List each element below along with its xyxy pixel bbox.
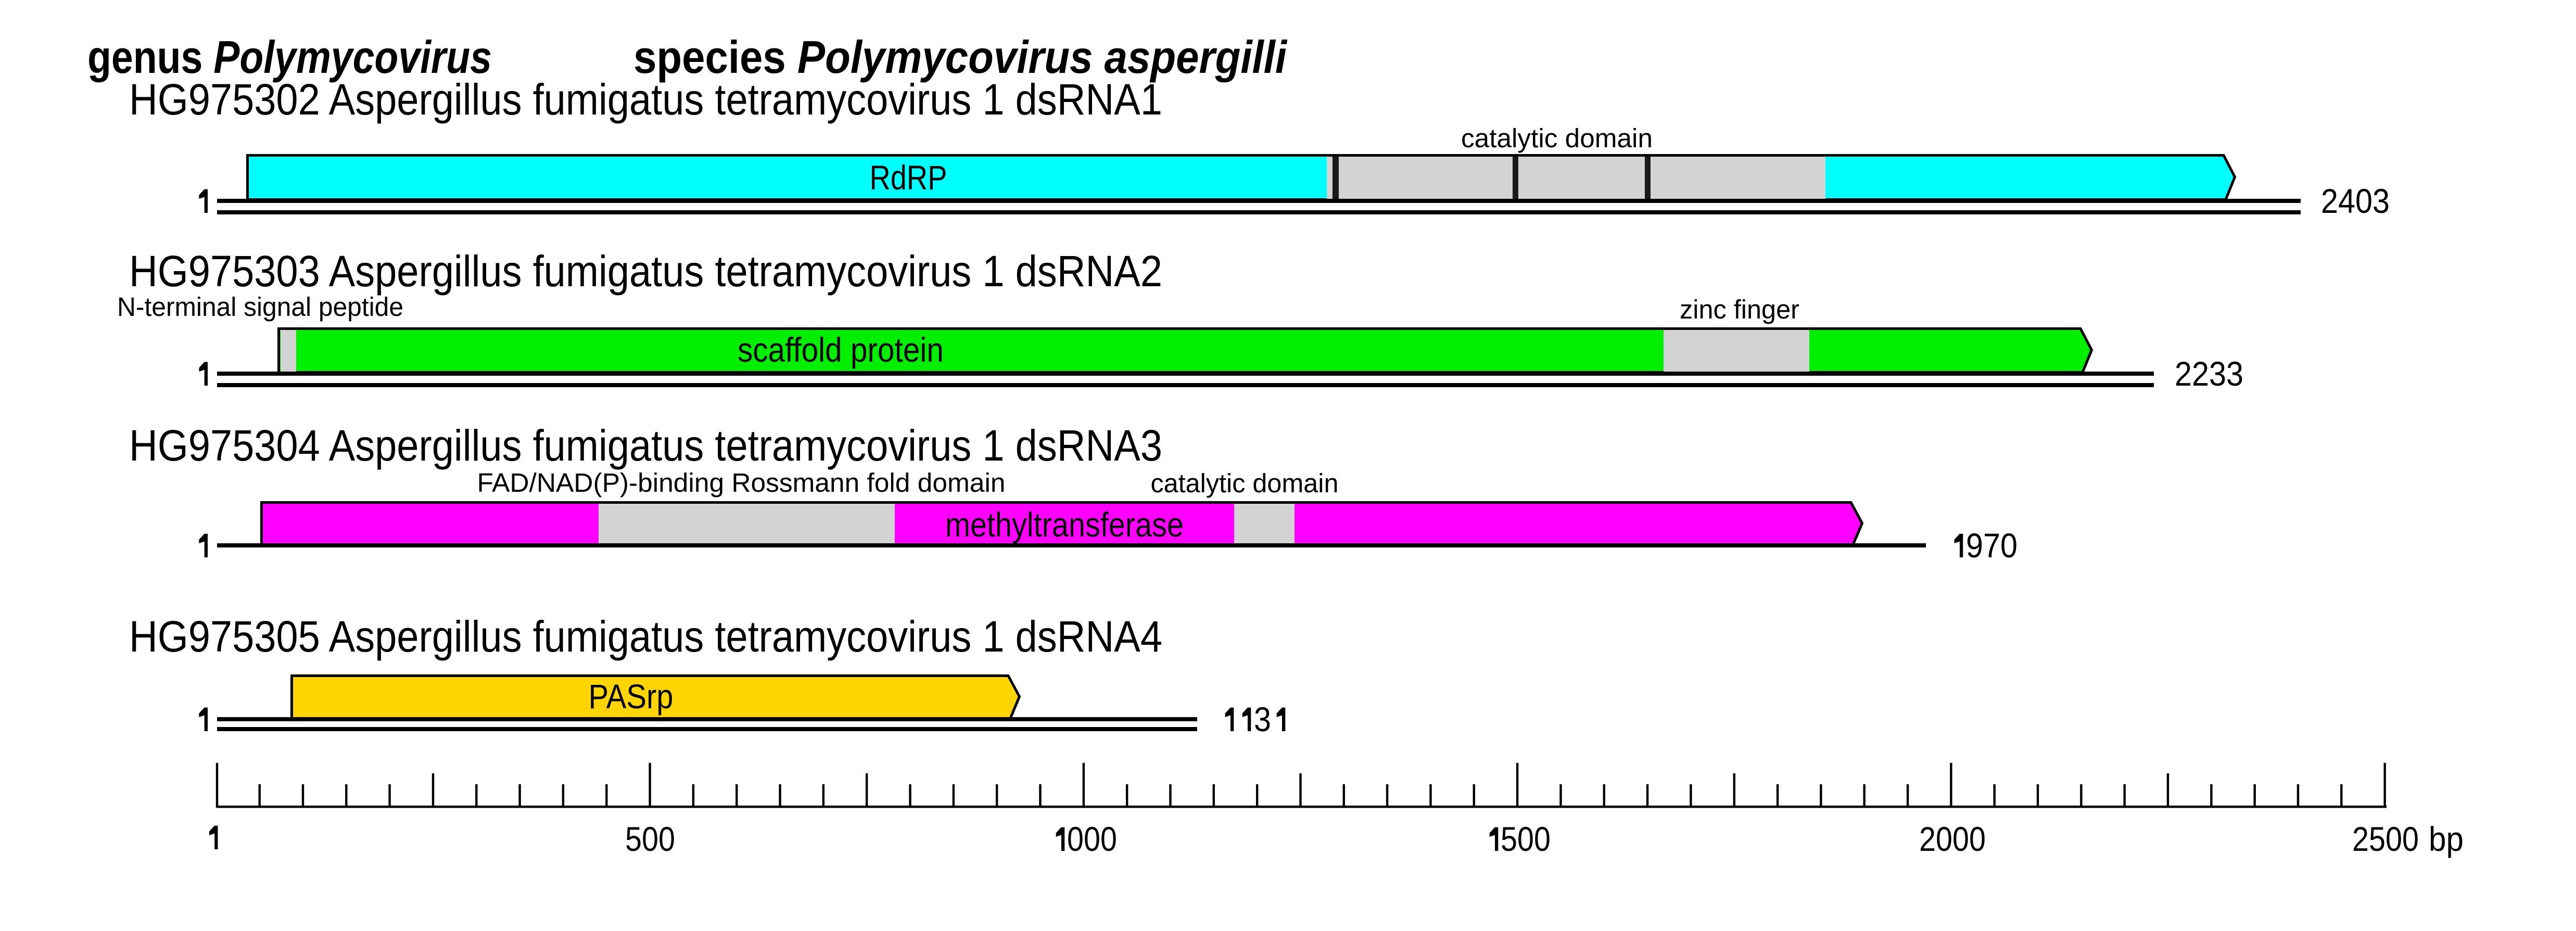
svg-text:3: 3 — [1254, 700, 1271, 738]
svg-text:500: 500 — [1501, 820, 1551, 858]
svg-text:2500: 2500 — [2352, 820, 2419, 858]
svg-text:catalytic domain: catalytic domain — [1461, 123, 1653, 153]
svg-text:HG975303 Aspergillus fumigatus: HG975303 Aspergillus fumigatus tetramyco… — [129, 247, 1162, 296]
svg-text:methyltransferase: methyltransferase — [945, 505, 1184, 544]
svg-text:catalytic domain: catalytic domain — [1151, 468, 1339, 498]
svg-text:RdRP: RdRP — [870, 158, 947, 197]
svg-text:HG975305 Aspergillus fumigatus: HG975305 Aspergillus fumigatus tetramyco… — [129, 612, 1162, 661]
svg-text:2000: 2000 — [1919, 820, 1986, 858]
svg-text:zinc finger: zinc finger — [1680, 295, 1799, 324]
svg-text:N-terminal signal peptide: N-terminal signal peptide — [117, 292, 403, 322]
svg-text:HG975302 Aspergillus fumigatus: HG975302 Aspergillus fumigatus tetramyco… — [129, 75, 1162, 124]
svg-text:HG975304 Aspergillus fumigatus: HG975304 Aspergillus fumigatus tetramyco… — [129, 421, 1162, 470]
svg-text:species Polymycovirus aspergil: species Polymycovirus aspergilli — [633, 31, 1287, 83]
svg-text:scaffold protein: scaffold protein — [738, 330, 944, 369]
svg-text:000: 000 — [1067, 820, 1117, 858]
svg-text:bp: bp — [2429, 820, 2464, 858]
svg-text:2403: 2403 — [2321, 182, 2390, 220]
svg-text:500: 500 — [625, 820, 675, 858]
svg-text:970: 970 — [1966, 526, 2017, 565]
svg-text:FAD/NAD(P)-binding Rossmann fo: FAD/NAD(P)-binding Rossmann fold domain — [477, 468, 1006, 498]
svg-text:2233: 2233 — [2175, 354, 2243, 393]
svg-text:genus Polymycovirus: genus Polymycovirus — [87, 31, 492, 83]
svg-text:PASrp: PASrp — [589, 677, 674, 716]
